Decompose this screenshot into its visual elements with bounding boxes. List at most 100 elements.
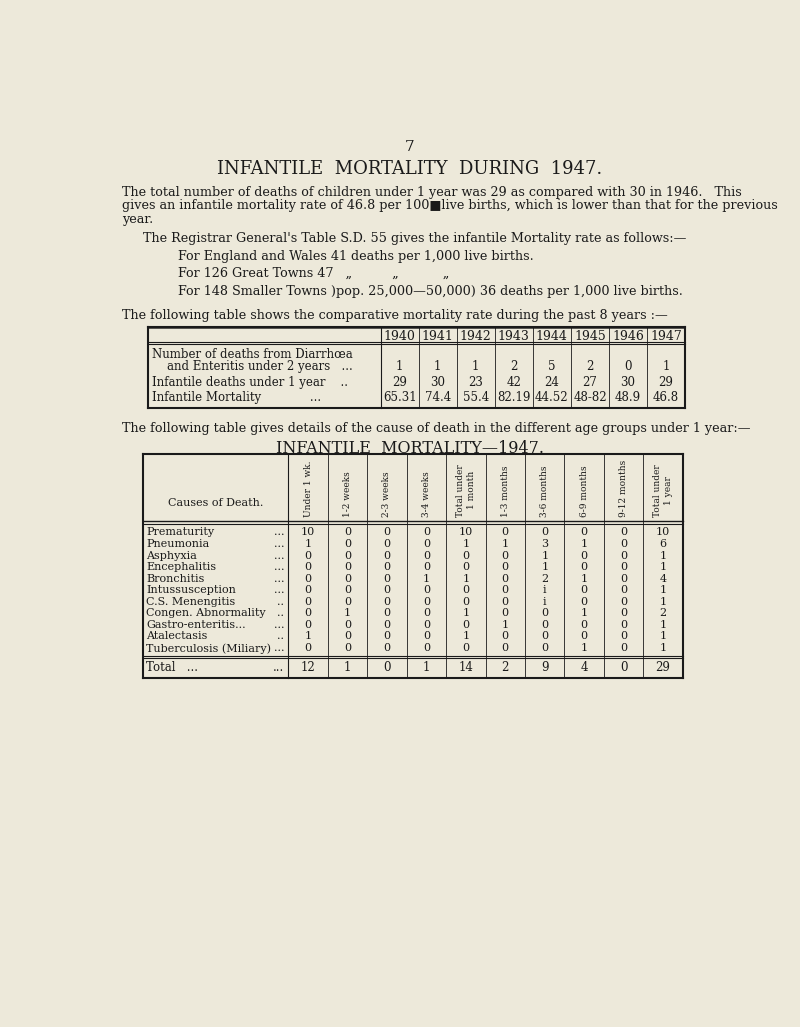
Text: ...: ... — [274, 539, 285, 549]
Text: 0: 0 — [344, 585, 351, 596]
Text: 1: 1 — [659, 643, 666, 653]
Text: 0: 0 — [581, 585, 588, 596]
Text: INFANTILE  MORTALITY  DURING  1947.: INFANTILE MORTALITY DURING 1947. — [218, 160, 602, 179]
Text: The Registrar General's Table S.D. 55 gives the infantile Mortality rate as foll: The Registrar General's Table S.D. 55 gi… — [142, 232, 686, 244]
Text: 0: 0 — [305, 585, 312, 596]
Text: 1: 1 — [462, 632, 470, 642]
Text: 0: 0 — [620, 539, 627, 549]
Text: 1: 1 — [462, 608, 470, 618]
Text: 0: 0 — [620, 608, 627, 618]
Text: Pneumonia: Pneumonia — [146, 539, 210, 549]
Text: 48.9: 48.9 — [615, 391, 641, 405]
Text: Bronchitis: Bronchitis — [146, 574, 205, 583]
Text: 0: 0 — [502, 550, 509, 561]
Text: Atalectasis: Atalectasis — [146, 632, 208, 642]
Text: 23: 23 — [468, 376, 483, 389]
Text: 1: 1 — [659, 597, 666, 607]
Text: 24: 24 — [545, 376, 559, 389]
Text: The following table shows the comparative mortality rate during the past 8 years: The following table shows the comparativ… — [122, 309, 667, 321]
Text: 0: 0 — [383, 539, 390, 549]
Text: 1: 1 — [462, 574, 470, 583]
Text: 0: 0 — [581, 597, 588, 607]
Text: Total under
1 year: Total under 1 year — [654, 464, 673, 517]
Text: 0: 0 — [383, 574, 390, 583]
Text: 0: 0 — [305, 550, 312, 561]
Text: ...: ... — [274, 585, 285, 596]
Text: 6: 6 — [659, 539, 666, 549]
Text: INFANTILE  MORTALITY—1947.: INFANTILE MORTALITY—1947. — [276, 440, 544, 457]
Text: 1: 1 — [396, 360, 403, 374]
Text: Number of deaths from Diarrhœa: Number of deaths from Diarrhœa — [152, 348, 353, 362]
Text: 0: 0 — [620, 643, 627, 653]
Text: gives an infantile mortality rate of 46.8 per 100■live births, which is lower th: gives an infantile mortality rate of 46.… — [122, 199, 778, 213]
Text: 0: 0 — [383, 550, 390, 561]
Text: 9: 9 — [541, 661, 549, 675]
Text: Congen. Abnormality: Congen. Abnormality — [146, 608, 266, 618]
Text: 0: 0 — [541, 632, 548, 642]
Text: 30: 30 — [621, 376, 635, 389]
Text: 0: 0 — [423, 562, 430, 572]
Text: 0: 0 — [423, 632, 430, 642]
Text: 1944: 1944 — [536, 331, 568, 343]
Text: i: i — [543, 585, 546, 596]
Text: 0: 0 — [305, 574, 312, 583]
Text: 1-2 weeks: 1-2 weeks — [343, 471, 352, 517]
Text: 0: 0 — [462, 620, 470, 630]
Text: For 126 Great Towns 47   „          „           „: For 126 Great Towns 47 „ „ „ — [178, 267, 449, 280]
Text: 1: 1 — [659, 632, 666, 642]
Text: 0: 0 — [423, 539, 430, 549]
Text: 0: 0 — [383, 562, 390, 572]
Text: 0: 0 — [502, 643, 509, 653]
Text: ...: ... — [274, 661, 285, 675]
Text: 0: 0 — [624, 360, 632, 374]
Text: 14: 14 — [458, 661, 474, 675]
Text: 1: 1 — [581, 643, 588, 653]
Text: Asphyxia: Asphyxia — [146, 550, 198, 561]
Text: 0: 0 — [423, 528, 430, 537]
Text: 9-12 months: 9-12 months — [619, 459, 628, 517]
Text: i: i — [543, 597, 546, 607]
Text: 0: 0 — [344, 550, 351, 561]
Text: 0: 0 — [344, 528, 351, 537]
Text: 0: 0 — [423, 597, 430, 607]
Text: 0: 0 — [383, 585, 390, 596]
Text: 1-3 months: 1-3 months — [501, 465, 510, 517]
Text: ..: .. — [278, 632, 285, 642]
Text: 74.4: 74.4 — [425, 391, 450, 405]
Text: 0: 0 — [502, 632, 509, 642]
Text: year.: year. — [122, 213, 153, 226]
Text: 0: 0 — [581, 550, 588, 561]
Text: 0: 0 — [620, 620, 627, 630]
Text: 1943: 1943 — [498, 331, 530, 343]
Text: 1: 1 — [659, 562, 666, 572]
Text: 0: 0 — [423, 608, 430, 618]
Text: 0: 0 — [620, 597, 627, 607]
Text: 4: 4 — [659, 574, 666, 583]
Text: 0: 0 — [462, 643, 470, 653]
Text: 10: 10 — [301, 528, 315, 537]
Text: 0: 0 — [541, 620, 548, 630]
Text: 0: 0 — [581, 620, 588, 630]
Text: 12: 12 — [301, 661, 315, 675]
Text: ...: ... — [274, 620, 285, 630]
Text: 2: 2 — [659, 608, 666, 618]
Text: 0: 0 — [620, 550, 627, 561]
Text: Prematurity: Prematurity — [146, 528, 214, 537]
Text: 0: 0 — [305, 562, 312, 572]
Text: 1945: 1945 — [574, 331, 606, 343]
Text: 30: 30 — [430, 376, 445, 389]
Text: 0: 0 — [344, 620, 351, 630]
Text: 0: 0 — [383, 643, 390, 653]
Text: 0: 0 — [344, 562, 351, 572]
Text: 1: 1 — [434, 360, 442, 374]
Text: Gastro-enteritis...: Gastro-enteritis... — [146, 620, 246, 630]
Text: 0: 0 — [620, 562, 627, 572]
Text: 0: 0 — [383, 608, 390, 618]
Text: 5: 5 — [548, 360, 556, 374]
Text: 3-4 weeks: 3-4 weeks — [422, 471, 431, 517]
Text: 0: 0 — [462, 597, 470, 607]
Text: 1: 1 — [344, 661, 351, 675]
Text: ...: ... — [274, 574, 285, 583]
Text: Infantile deaths under 1 year    ..: Infantile deaths under 1 year .. — [152, 376, 348, 389]
Text: Causes of Death.: Causes of Death. — [168, 498, 263, 508]
